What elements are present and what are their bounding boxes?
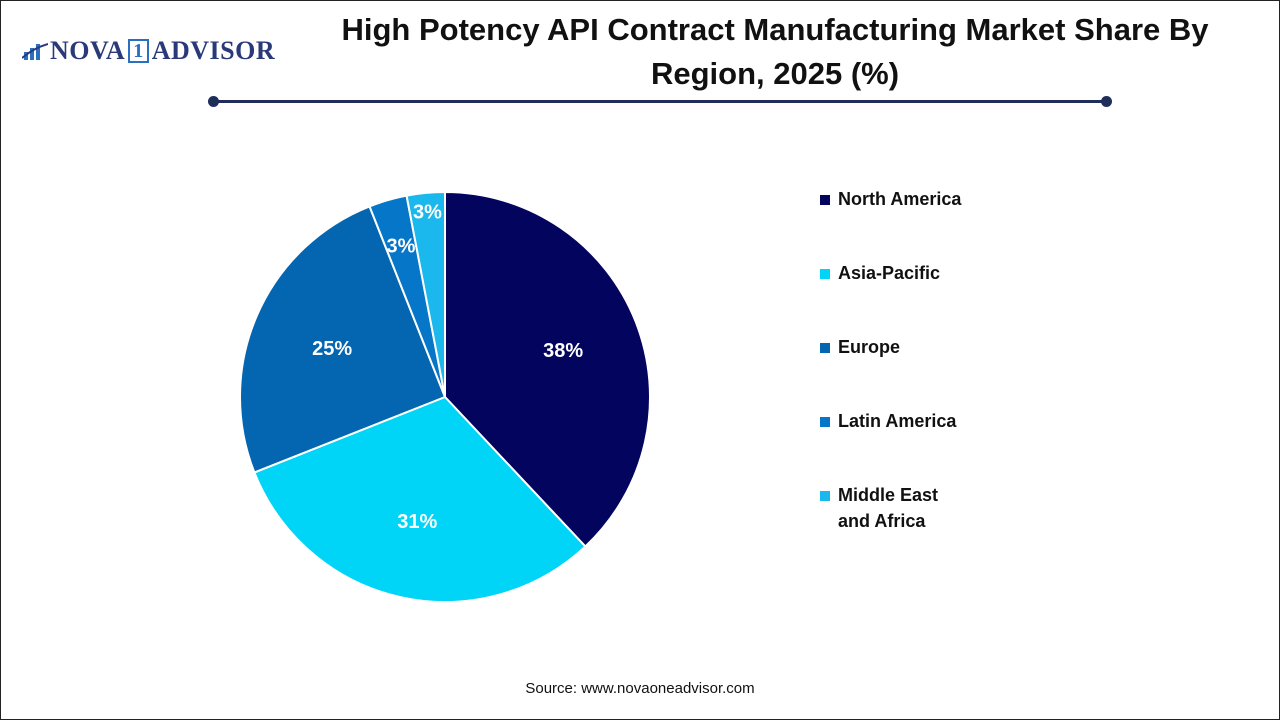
data-label: 25%: [312, 338, 352, 360]
legend-item: North America: [820, 186, 961, 212]
pie-slice-0: [444, 190, 651, 548]
data-label: 3%: [413, 201, 442, 223]
legend-item: Asia-Pacific: [820, 260, 940, 286]
legend-item: Middle East and Africa: [820, 482, 938, 534]
bar-chart-icon: [22, 43, 48, 60]
data-label: 38%: [543, 340, 583, 362]
source-note: Source: www.novaoneadvisor.com: [525, 680, 755, 697]
legend-label: Asia-Pacific: [838, 260, 940, 286]
legend-swatch: [820, 343, 830, 353]
data-label: 31%: [397, 511, 437, 533]
legend-label: North America: [838, 186, 961, 212]
legend-swatch: [820, 269, 830, 279]
chart-title: High Potency API Contract Manufacturing …: [341, 12, 1209, 91]
legend-swatch: [820, 417, 830, 427]
legend-label-line: Middle East: [838, 485, 939, 505]
divider-dot-left: [208, 96, 219, 107]
logo: NOVA 1 ADVISOR: [22, 36, 275, 66]
divider-dot-right: [1101, 96, 1112, 107]
legend-swatch: [820, 195, 830, 205]
legend-label-line: Europe: [838, 337, 901, 357]
legend-label-line: and Africa: [838, 511, 926, 531]
legend-label-line: Latin America: [838, 411, 957, 431]
pie-slice-2: [239, 205, 447, 474]
legend-item: Europe: [820, 334, 900, 360]
legend-label-line: North America: [838, 189, 962, 209]
legend-swatch: [820, 491, 830, 501]
pie-slice-1: [253, 395, 587, 603]
legend-label: Europe: [838, 334, 900, 360]
logo-text-2: ADVISOR: [151, 36, 276, 65]
data-label: 3%: [387, 235, 416, 257]
logo-text: NOVA: [50, 36, 126, 65]
title-divider: [213, 100, 1107, 103]
legend-label: Middle East and Africa: [838, 482, 938, 534]
legend-label: Latin America: [838, 408, 956, 434]
legend-label-line: Asia-Pacific: [838, 263, 941, 283]
pie-slice-4: [405, 190, 446, 398]
logo-one: 1: [128, 39, 149, 63]
legend-item: Latin America: [820, 408, 956, 434]
